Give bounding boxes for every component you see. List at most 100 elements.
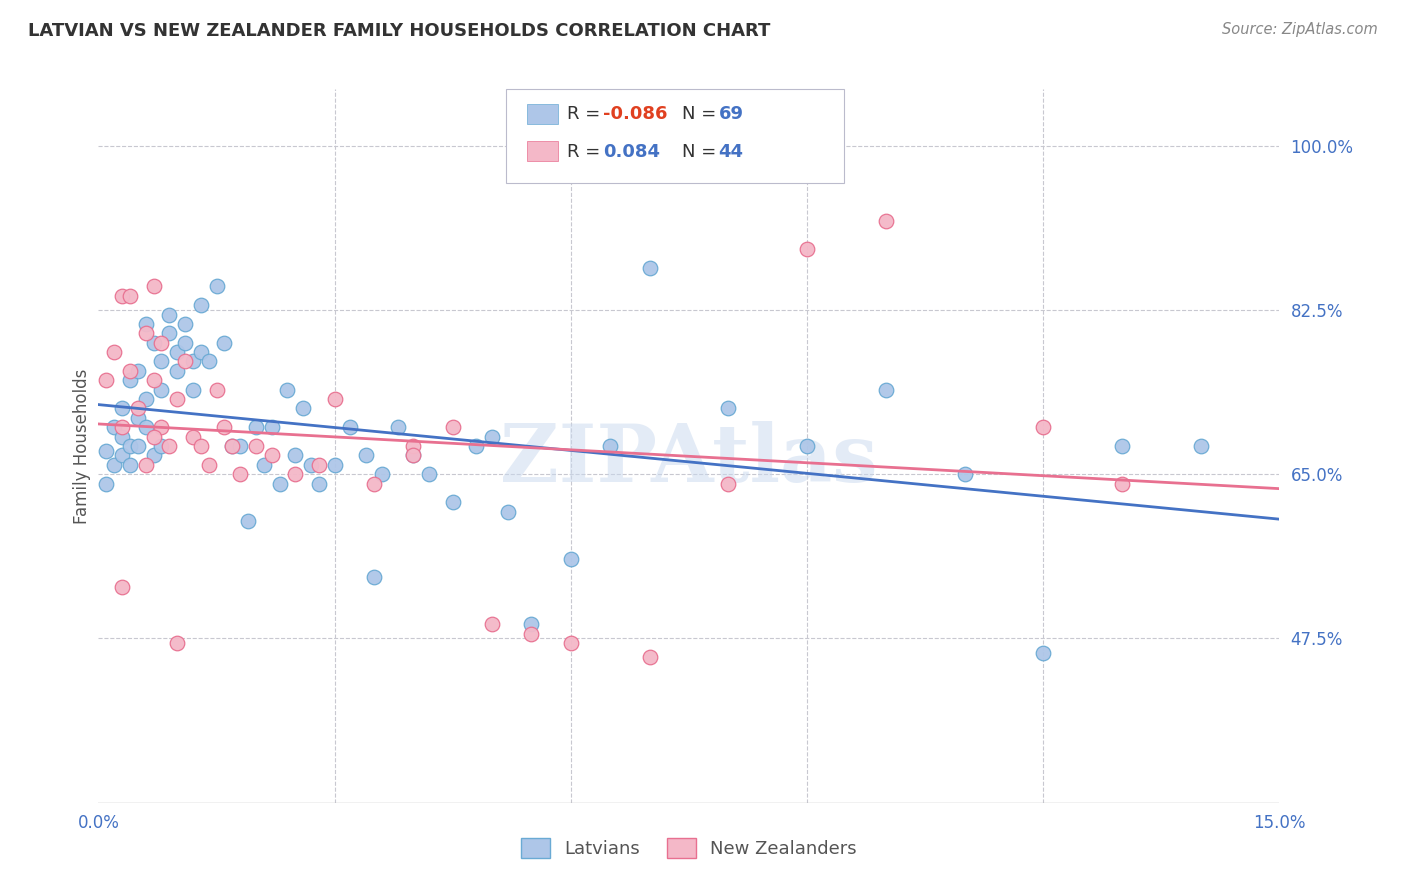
Point: [402, 449, 425, 463]
Point: [127, 439, 149, 453]
Point: [481, 617, 503, 632]
Point: [560, 551, 582, 566]
Point: [1111, 439, 1133, 453]
Point: [142, 335, 165, 350]
Point: [118, 458, 141, 472]
Text: N =: N =: [682, 105, 721, 123]
Point: [284, 467, 307, 482]
Point: [174, 354, 197, 368]
Point: [253, 458, 276, 472]
Point: [181, 354, 204, 368]
Point: [118, 364, 141, 378]
Point: [323, 392, 346, 406]
Point: [166, 392, 188, 406]
Point: [560, 636, 582, 650]
Point: [638, 650, 661, 665]
Point: [269, 476, 291, 491]
Point: [339, 420, 361, 434]
Point: [1032, 420, 1054, 434]
Point: [96, 476, 118, 491]
Text: N =: N =: [682, 143, 721, 161]
Point: [308, 458, 330, 472]
Point: [214, 420, 236, 434]
Point: [150, 354, 173, 368]
Text: -0.086: -0.086: [603, 105, 668, 123]
Point: [221, 439, 243, 453]
Point: [190, 439, 212, 453]
Point: [520, 627, 543, 641]
Point: [229, 467, 252, 482]
Point: [796, 242, 818, 256]
Point: [1189, 439, 1212, 453]
Text: LATVIAN VS NEW ZEALANDER FAMILY HOUSEHOLDS CORRELATION CHART: LATVIAN VS NEW ZEALANDER FAMILY HOUSEHOL…: [28, 22, 770, 40]
Point: [157, 326, 180, 341]
Point: [465, 439, 488, 453]
Point: [142, 449, 165, 463]
Legend: Latvians, New Zealanders: Latvians, New Zealanders: [520, 838, 858, 858]
Point: [245, 420, 267, 434]
Point: [150, 420, 173, 434]
Text: ZIPAtlas: ZIPAtlas: [501, 421, 877, 500]
Point: [205, 383, 228, 397]
Point: [157, 439, 180, 453]
Point: [402, 439, 425, 453]
Point: [205, 279, 228, 293]
Point: [174, 335, 197, 350]
Point: [150, 439, 173, 453]
Point: [875, 213, 897, 227]
Point: [1111, 476, 1133, 491]
Text: R =: R =: [567, 143, 612, 161]
Point: [299, 458, 322, 472]
Point: [229, 439, 252, 453]
Point: [481, 429, 503, 443]
Point: [111, 289, 134, 303]
Point: [875, 383, 897, 397]
Point: [236, 514, 259, 528]
Point: [103, 458, 125, 472]
Point: [260, 449, 283, 463]
Point: [190, 345, 212, 359]
Point: [221, 439, 243, 453]
Point: [371, 467, 394, 482]
Point: [354, 449, 377, 463]
Point: [157, 308, 180, 322]
Point: [103, 420, 125, 434]
Point: [127, 401, 149, 416]
Point: [166, 364, 188, 378]
Point: [181, 383, 204, 397]
Point: [96, 443, 118, 458]
Point: [638, 260, 661, 275]
Point: [520, 617, 543, 632]
Text: Source: ZipAtlas.com: Source: ZipAtlas.com: [1222, 22, 1378, 37]
Text: 69: 69: [718, 105, 744, 123]
Point: [111, 429, 134, 443]
Point: [323, 458, 346, 472]
Point: [717, 476, 740, 491]
Point: [181, 429, 204, 443]
Text: 44: 44: [718, 143, 744, 161]
Point: [111, 401, 134, 416]
Point: [142, 279, 165, 293]
Point: [127, 364, 149, 378]
Point: [135, 392, 157, 406]
Point: [197, 458, 219, 472]
Point: [363, 476, 385, 491]
Point: [953, 467, 976, 482]
Point: [111, 580, 134, 594]
Point: [1032, 646, 1054, 660]
Point: [127, 410, 149, 425]
Point: [441, 495, 464, 509]
Point: [96, 373, 118, 387]
Point: [150, 335, 173, 350]
Point: [599, 439, 621, 453]
Point: [284, 449, 307, 463]
Point: [135, 420, 157, 434]
Point: [135, 458, 157, 472]
Point: [418, 467, 440, 482]
Point: [363, 570, 385, 584]
Point: [292, 401, 315, 416]
Point: [142, 373, 165, 387]
Point: [190, 298, 212, 312]
Point: [166, 636, 188, 650]
Point: [496, 505, 519, 519]
